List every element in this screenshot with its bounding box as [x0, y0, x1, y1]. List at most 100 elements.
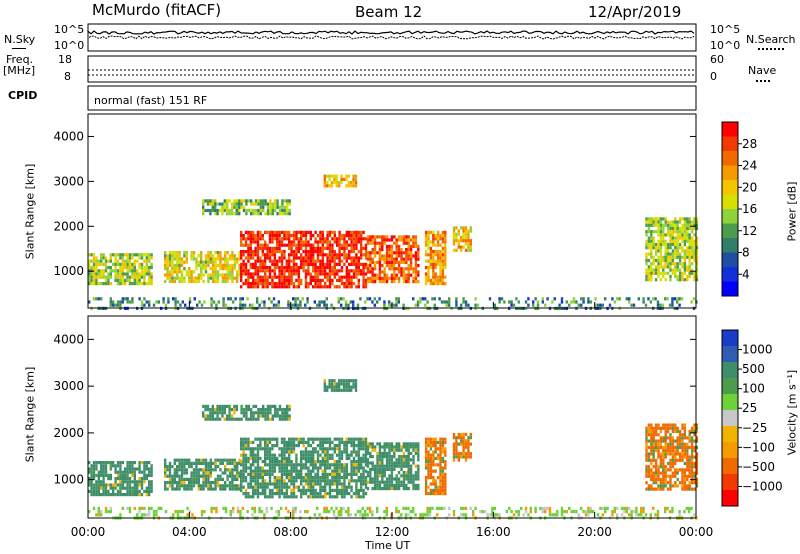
scatter-cell	[360, 485, 363, 489]
scatter-cell	[464, 455, 468, 459]
scatter-cell	[268, 472, 272, 476]
scatter-cell	[185, 251, 188, 255]
scatter-cell	[309, 237, 312, 241]
scatter-cell	[292, 482, 296, 486]
scatter-cell	[250, 411, 253, 415]
scatter-cell	[355, 266, 358, 270]
scatter-cell	[231, 254, 234, 258]
scatter-cell	[254, 259, 257, 263]
scatter-cell	[178, 276, 181, 280]
scatter-cell	[354, 181, 358, 185]
scatter-cell	[176, 510, 180, 514]
scatter-cell	[90, 282, 93, 286]
scatter-cell	[676, 274, 679, 279]
scatter-cell	[371, 442, 374, 446]
scatter-cell	[366, 506, 369, 510]
scatter-cell	[417, 280, 420, 284]
scatter-cell	[409, 251, 413, 255]
scatter-cell	[436, 453, 440, 457]
scatter-cell	[439, 243, 442, 247]
scatter-cell	[319, 479, 322, 483]
scatter-cell	[246, 510, 249, 514]
scatter-cell	[432, 444, 435, 448]
scatter-cell	[664, 271, 667, 275]
scatter-cell	[297, 485, 300, 489]
scatter-cell	[273, 466, 276, 470]
scatter-cell	[264, 456, 267, 460]
scatter-cell	[300, 282, 303, 286]
scatter-cell	[256, 488, 260, 492]
scatter-cell	[266, 485, 269, 489]
scatter-cell	[686, 477, 689, 482]
scatter-cell	[226, 270, 229, 274]
scatter-cell	[650, 246, 653, 250]
scatter-cell	[233, 465, 236, 469]
scatter-cell	[285, 282, 288, 286]
scatter-cell	[366, 254, 370, 258]
scatter-cell	[676, 439, 679, 443]
scatter-cell	[256, 230, 260, 234]
scatter-cell	[280, 460, 284, 464]
scatter-cell	[553, 297, 556, 301]
scatter-cell	[444, 492, 447, 496]
scatter-cell	[257, 199, 260, 203]
scatter-cell	[104, 486, 108, 490]
scatter-cell	[164, 510, 168, 514]
scatter-cell	[645, 455, 648, 459]
scatter-cell	[264, 253, 267, 257]
scatter-cell	[209, 458, 212, 462]
scatter-cell	[343, 250, 346, 254]
scatter-cell	[204, 474, 208, 478]
scatter-cell	[216, 202, 219, 206]
scatter-cell	[228, 267, 232, 271]
scatter-cell	[464, 458, 468, 462]
scatter-cell	[335, 177, 338, 181]
scatter-cell	[364, 250, 368, 254]
scatter-cell	[467, 445, 470, 449]
scatter-cell	[319, 466, 322, 470]
scatter-cell	[381, 451, 384, 455]
scatter-cell	[307, 256, 310, 260]
scatter-cell	[302, 466, 305, 470]
scatter-cell	[345, 469, 348, 473]
scatter-cell	[215, 506, 218, 510]
scatter-cell	[343, 275, 346, 279]
scatter-cell	[362, 440, 365, 444]
scatter-cell	[276, 414, 279, 418]
scatter-cell	[259, 212, 262, 216]
scatter-cell	[261, 469, 264, 473]
scatter-cell	[195, 267, 198, 271]
scatter-cell	[436, 234, 440, 238]
scatter-cell	[452, 436, 456, 440]
scatter-cell	[412, 254, 415, 258]
scatter-cell	[371, 477, 374, 481]
scatter-cell	[109, 269, 112, 273]
scatter-cell	[695, 477, 699, 482]
scatter-cell	[424, 303, 427, 307]
scatter-cell	[345, 488, 348, 492]
noise-left-tick-bottom: 10^0	[54, 39, 85, 52]
scatter-cell	[657, 271, 660, 275]
scatter-cell	[647, 278, 651, 282]
scatter-cell	[266, 469, 269, 473]
scatter-cell	[407, 451, 410, 455]
scatter-cell	[371, 455, 374, 459]
scatter-cell	[645, 426, 648, 430]
scatter-cell	[664, 423, 667, 427]
scatter-cell	[366, 235, 370, 239]
scatter-cell	[276, 246, 279, 250]
scatter-cell	[209, 208, 212, 213]
scatter-cell	[469, 455, 472, 459]
scatter-cell	[343, 440, 346, 444]
scatter-cell	[460, 226, 463, 230]
scatter-cell	[383, 455, 386, 459]
scatter-cell	[326, 388, 329, 392]
scatter-cell	[239, 513, 242, 517]
scatter-cell	[278, 453, 281, 457]
scatter-cell	[405, 238, 408, 242]
scatter-cell	[271, 466, 274, 470]
scatter-cell	[434, 463, 437, 467]
scatter-cell	[345, 453, 348, 457]
scatter-cell	[647, 217, 651, 221]
scatter-cell	[266, 437, 269, 441]
